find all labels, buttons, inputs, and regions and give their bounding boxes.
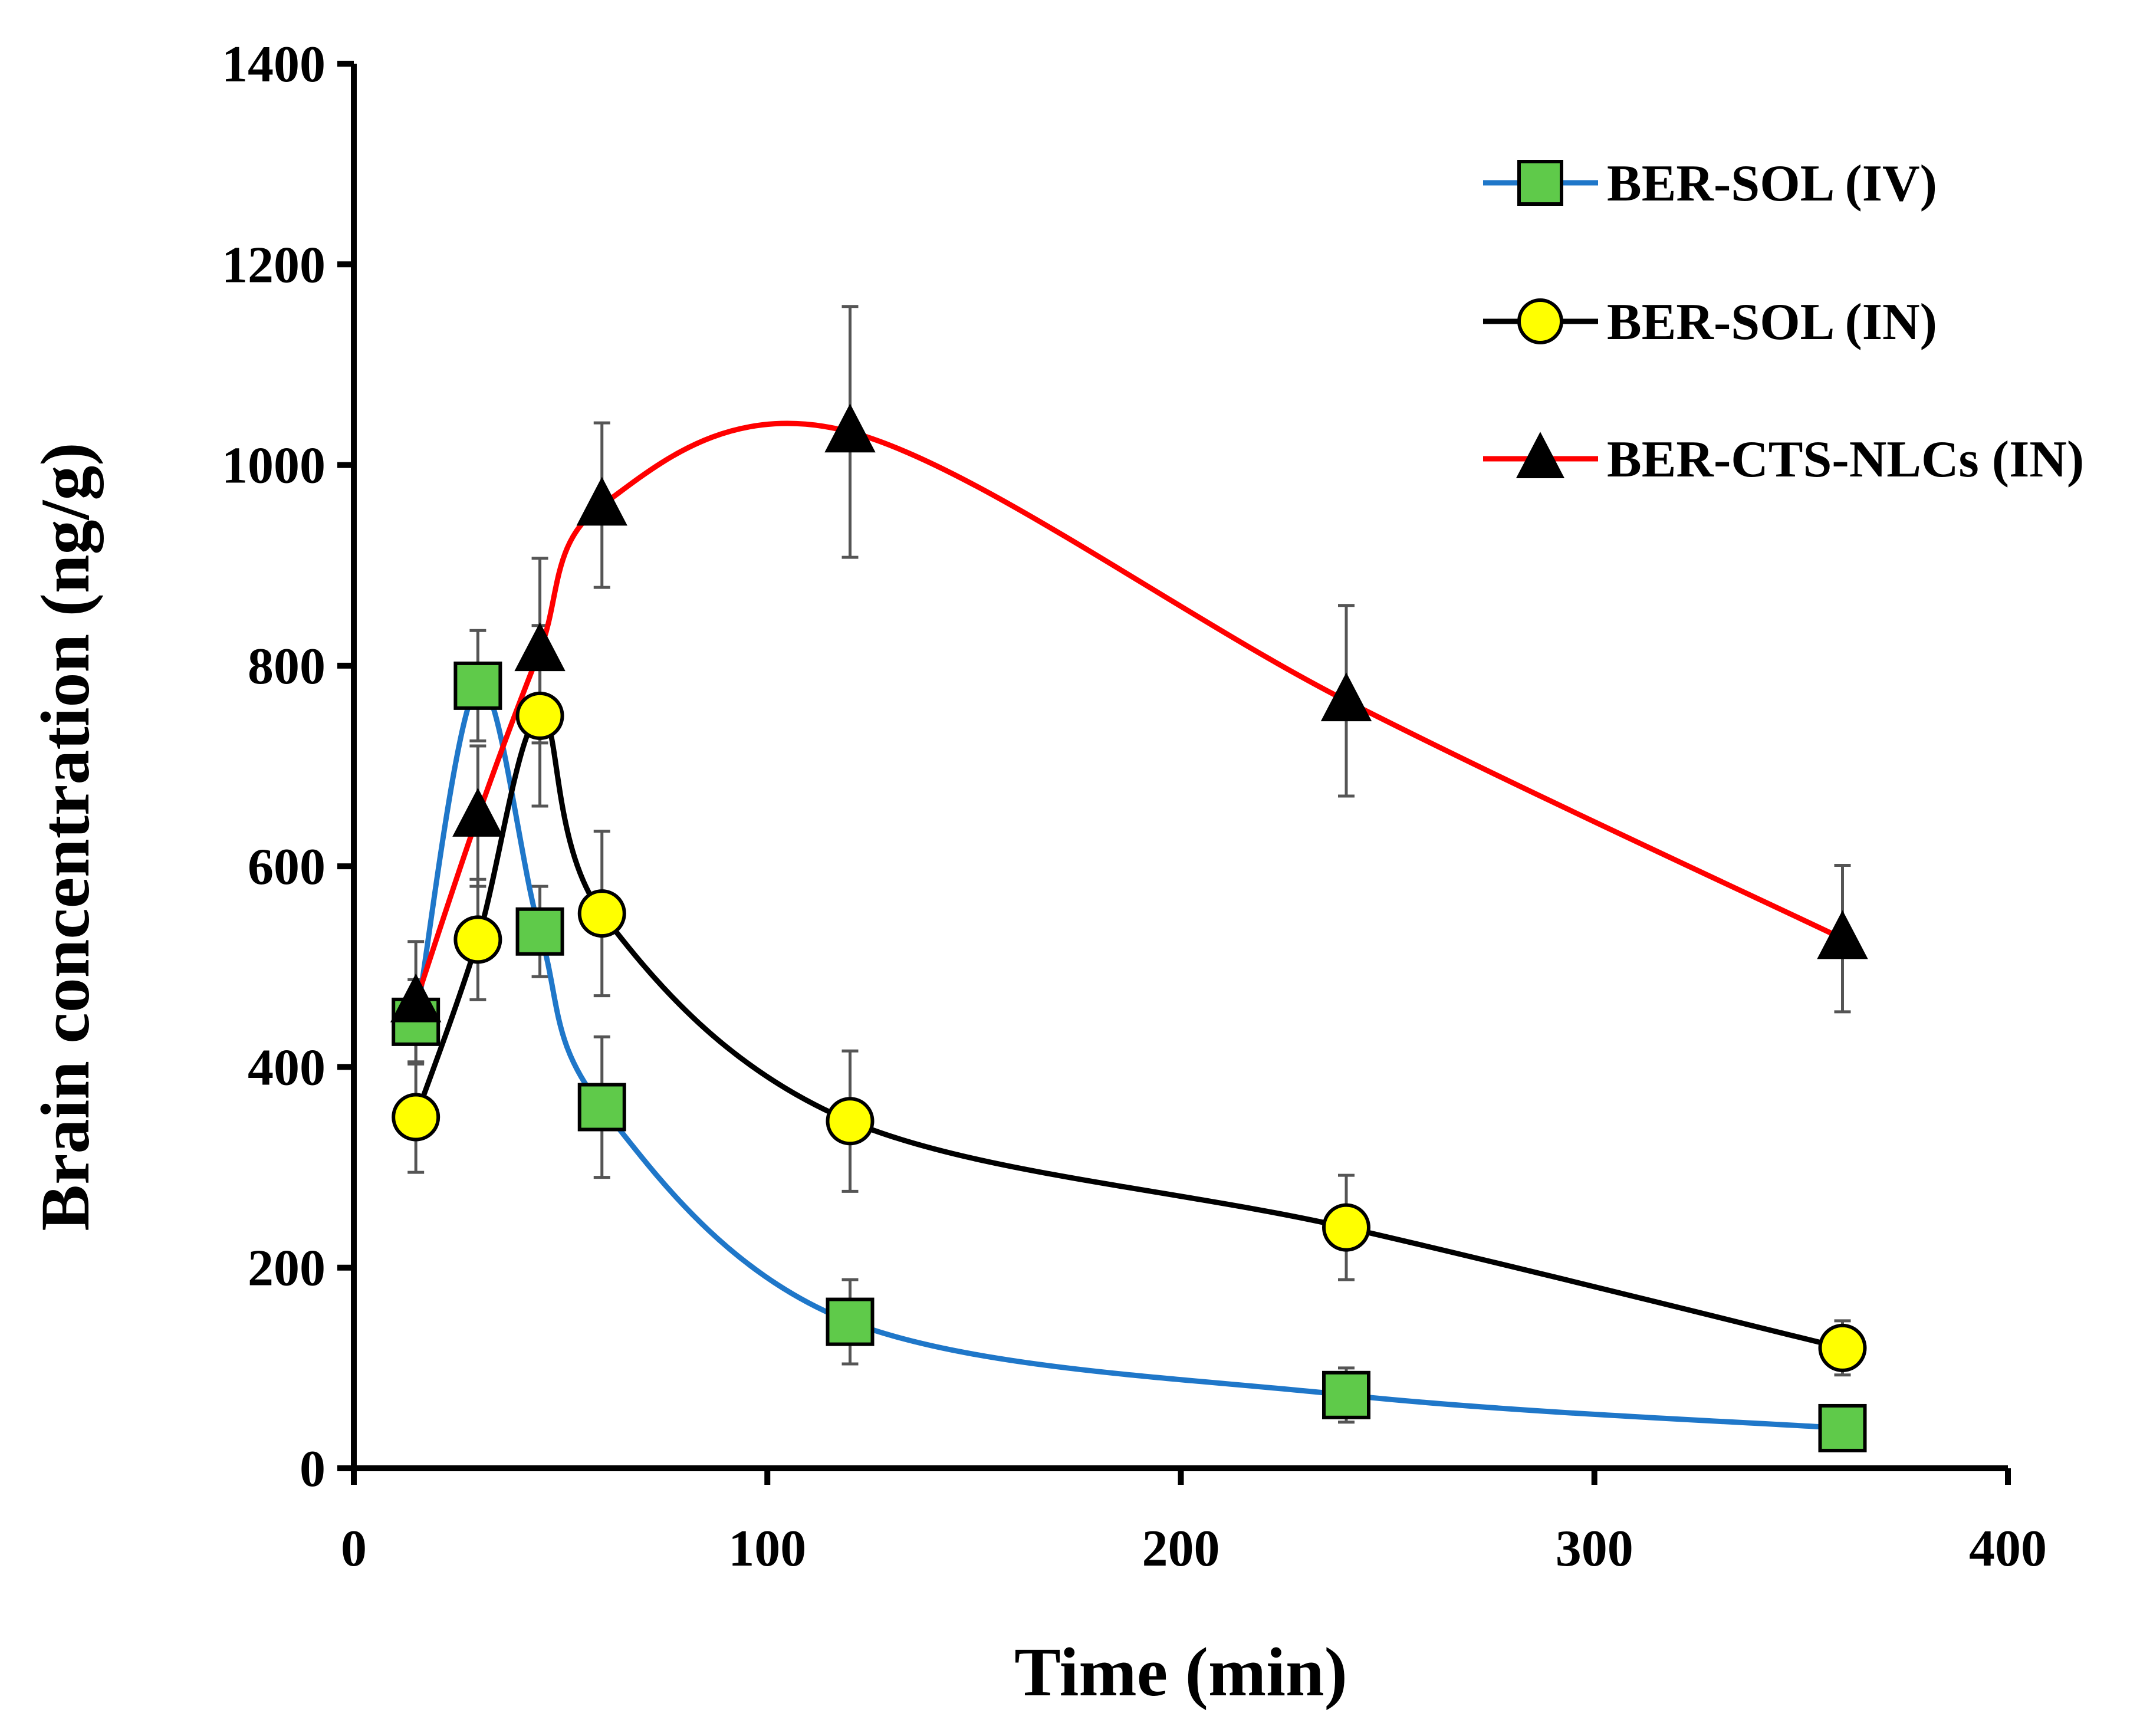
x-tick-label: 400	[1969, 1520, 2047, 1577]
legend-marker-ber-sol-iv	[1517, 160, 1563, 206]
x-tick-label: 300	[1556, 1520, 1633, 1577]
data-point-ber-cts-nlcs-in	[452, 788, 504, 837]
data-point-ber-cts-nlcs-in	[1817, 910, 1868, 959]
y-axis-title: Brain concentration (ng/g)	[27, 442, 104, 1231]
series-line-ber-sol-in	[413, 713, 1843, 1351]
legend-label-ber-cts-nlcs-in: BER-CTS-NLCs (IN)	[1607, 431, 2084, 488]
data-point-ber-sol-iv	[515, 907, 564, 956]
data-point-ber-cts-nlcs-in	[1320, 672, 1372, 722]
data-point-ber-sol-iv	[1818, 1403, 1867, 1452]
y-tick-label: 0	[300, 1441, 326, 1498]
x-tick-label: 0	[341, 1520, 367, 1577]
legend: BER-SOL (IV) BER-SOL (IN) BER-CTS-NLCs (IN…	[1483, 155, 2084, 488]
data-point-ber-cts-nlcs-in	[514, 622, 566, 672]
data-point-ber-sol-in	[1818, 1323, 1867, 1372]
data-point-ber-cts-nlcs-in	[824, 403, 876, 453]
legend-marker-ber-cts-nlcs-in	[1516, 432, 1565, 479]
y-tick-label: 400	[248, 1039, 326, 1096]
legend-label-ber-sol-in: BER-SOL (IN)	[1607, 294, 1937, 351]
y-tick-label: 800	[248, 638, 326, 695]
axes: 0 200 400 600 800 1000 1200 1400 0 100 200 300 400	[222, 36, 2047, 1577]
y-tick-label: 200	[248, 1240, 326, 1297]
y-tick-label: 1200	[222, 236, 326, 294]
legend-label-ber-sol-iv: BER-SOL (IV)	[1607, 155, 1937, 212]
data-point-ber-sol-in	[826, 1097, 875, 1146]
series-curves	[413, 420, 1844, 1431]
data-point-ber-cts-nlcs-in	[390, 973, 442, 1022]
x-tick-label: 200	[1142, 1520, 1220, 1577]
data-point-ber-sol-iv	[826, 1297, 875, 1346]
y-tick-label: 600	[248, 839, 326, 896]
data-point-ber-sol-in	[577, 889, 626, 938]
data-point-ber-sol-in	[515, 691, 564, 740]
series-markers	[390, 403, 1868, 1452]
legend-marker-ber-sol-in	[1517, 298, 1563, 344]
series-line-ber-sol-iv	[413, 682, 1843, 1431]
data-point-ber-cts-nlcs-in	[576, 476, 627, 526]
data-point-ber-sol-iv	[453, 661, 502, 710]
data-point-ber-sol-in	[453, 915, 502, 964]
y-tick-label: 1400	[222, 36, 326, 93]
data-point-ber-sol-iv	[577, 1083, 626, 1132]
y-tick-label: 1000	[222, 438, 326, 495]
series-line-ber-cts-nlcs-in	[413, 420, 1844, 1003]
data-point-ber-sol-iv	[1322, 1370, 1370, 1419]
x-tick-label: 100	[728, 1520, 806, 1577]
data-point-ber-sol-in	[1322, 1203, 1370, 1252]
x-axis-title: Time (min)	[1014, 1633, 1347, 1711]
data-point-ber-sol-in	[392, 1093, 441, 1142]
